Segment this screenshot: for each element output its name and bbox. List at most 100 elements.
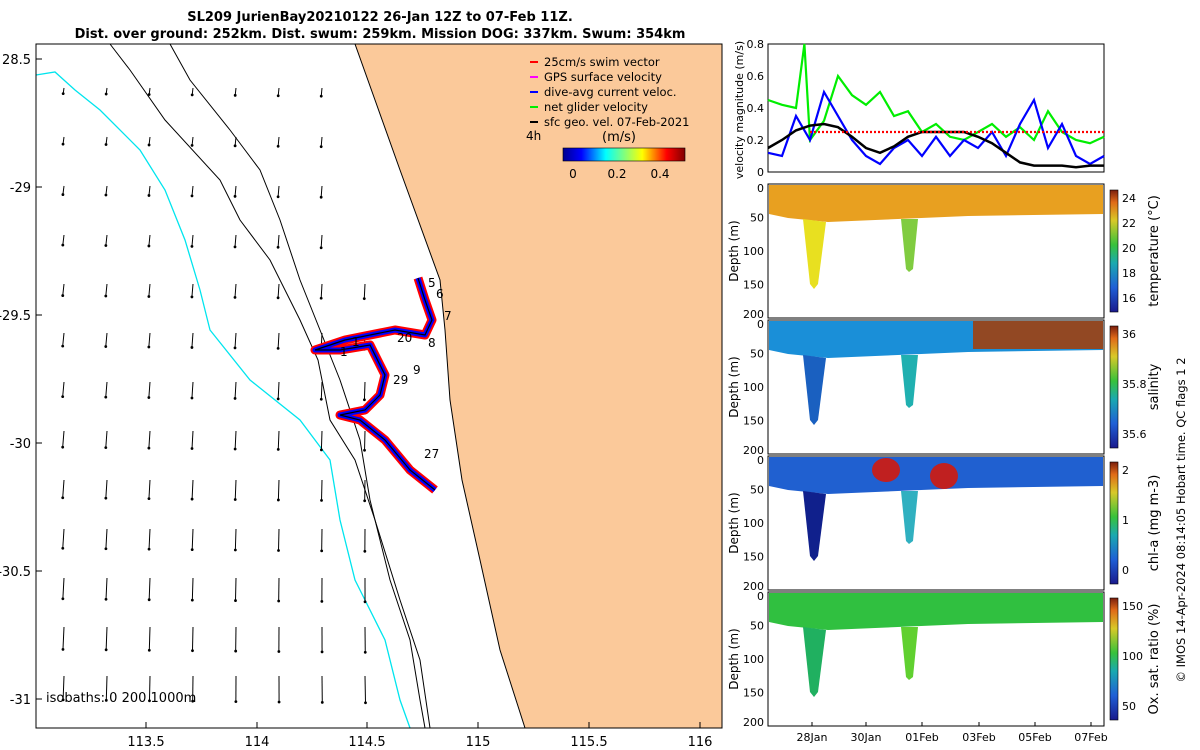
velocity-arrowhead	[190, 598, 194, 602]
colorbar-tick-label: 35.8	[1122, 378, 1147, 391]
velocity-y-tick: 0.4	[747, 102, 765, 115]
velocity-arrow	[320, 136, 323, 147]
depth-tick: 50	[750, 620, 764, 633]
colorbar-tick-label: 100	[1122, 650, 1143, 663]
velocity-arrowhead	[104, 143, 108, 146]
y-tick-label: -30	[10, 437, 31, 452]
heatmap-chl-max	[872, 458, 900, 482]
colorbar-label: Ox. sat. ratio (%)	[1147, 604, 1162, 715]
velocity-arrowhead	[147, 194, 151, 197]
y-tick-label: -31	[10, 693, 31, 708]
depth-tick: 0	[757, 182, 764, 195]
velocity-arrow	[234, 528, 237, 551]
velocity-arrowhead	[61, 294, 65, 297]
colorbar-title: (m/s)	[602, 130, 636, 145]
velocity-arrowhead	[362, 297, 366, 301]
x-tick-label: 114	[245, 735, 270, 750]
time-tick-label: 07Feb	[1074, 731, 1107, 744]
velocity-arrow	[105, 430, 108, 448]
velocity-arrowhead	[104, 244, 108, 247]
velocity-arrow	[148, 381, 151, 398]
velocity-arrow	[105, 332, 108, 347]
depth-tick: 150	[743, 279, 764, 292]
velocity-arrow	[148, 528, 151, 550]
velocity-panel-frame	[767, 43, 1105, 173]
velocity-arrowhead	[233, 245, 237, 249]
velocity-arrow	[105, 675, 108, 701]
velocity-arrowhead	[320, 700, 324, 704]
chart-title-line1: SL209 JurienBay20210122 26-Jan 12Z to 07…	[187, 10, 573, 25]
velocity-arrow	[277, 185, 280, 197]
velocity-arrow	[62, 577, 65, 599]
depth-tick: 200	[743, 444, 764, 457]
heatmap-deep-dive	[901, 491, 918, 544]
velocity-arrowhead	[320, 650, 324, 654]
velocity-arrowhead	[276, 245, 280, 249]
velocity-arrowhead	[233, 93, 237, 97]
velocity-arrowhead	[190, 194, 194, 198]
velocity-arrow	[148, 332, 151, 348]
x-tick-label: 115	[466, 735, 491, 750]
colorbar-tick-label: 35.6	[1122, 428, 1147, 441]
velocity-arrow	[277, 332, 280, 349]
velocity-arrow	[234, 479, 237, 500]
day-label: 7	[444, 309, 452, 323]
day-label: 5	[428, 276, 436, 290]
velocity-arrowhead	[61, 243, 65, 247]
velocity-arrowhead	[147, 143, 151, 147]
velocity-arrow	[191, 381, 194, 399]
velocity-arrowhead	[363, 600, 367, 604]
velocity-arrowhead	[276, 94, 280, 98]
velocity-arrowhead	[61, 344, 65, 348]
colorbar-label: chl-a (mg m-3)	[1147, 475, 1162, 572]
velocity-arrowhead	[276, 498, 280, 502]
velocity-arrowhead	[319, 448, 323, 452]
velocity-arrowhead	[147, 93, 151, 96]
velocity-arrowhead	[104, 597, 108, 601]
colorbar-tick-label: 50	[1122, 700, 1136, 713]
velocity-arrowhead	[277, 549, 280, 552]
velocity-arrowhead	[276, 296, 280, 300]
velocity-arrowhead	[104, 698, 108, 702]
velocity-arrow	[62, 381, 65, 397]
velocity-series-line	[767, 89, 1105, 166]
velocity-arrowhead	[320, 498, 323, 502]
velocity-arrow	[62, 528, 65, 549]
velocity-arrow	[277, 234, 280, 248]
heatmap-deep-dive	[803, 219, 826, 289]
velocity-arrow	[191, 430, 194, 449]
velocity-series-line	[767, 43, 1105, 145]
velocity-arrowhead	[147, 345, 151, 349]
colorbar-tick-label: 24	[1122, 192, 1136, 205]
colorbar-tick: 0.4	[650, 167, 669, 181]
velocity-arrow	[191, 136, 194, 146]
heatmap-deep-dive	[803, 627, 826, 697]
velocity-arrowhead	[61, 92, 65, 96]
velocity-arrow	[148, 675, 151, 701]
velocity-arrow	[191, 577, 194, 601]
velocity-arrow	[62, 675, 65, 700]
velocity-arrow	[62, 479, 65, 498]
velocity-arrow	[105, 185, 108, 196]
depth-tick: 200	[743, 308, 764, 321]
velocity-arrowhead	[234, 649, 238, 653]
depth-tick: 100	[743, 517, 764, 530]
colorbar-label: temperature (°C)	[1147, 195, 1162, 307]
heatmap-colorbar	[1109, 189, 1119, 313]
velocity-arrowhead	[319, 296, 323, 300]
velocity-arrowhead	[233, 194, 237, 198]
velocity-arrowhead	[61, 647, 65, 651]
velocity-arrowhead	[233, 498, 237, 501]
isobath-200m	[109, 43, 431, 729]
velocity-arrow	[320, 381, 323, 400]
heatmap-deep-dive	[803, 355, 826, 425]
velocity-arrowhead	[61, 698, 65, 702]
x-tick-label: 114.5	[348, 735, 385, 750]
velocity-arrow	[191, 332, 194, 348]
legend-label: GPS surface velocity	[544, 70, 662, 84]
velocity-arrowhead	[147, 396, 151, 399]
velocity-arrow	[105, 479, 108, 499]
velocity-arrowhead	[104, 648, 108, 652]
velocity-arrowhead	[233, 548, 237, 552]
heatmap-salinity-high	[973, 321, 1103, 349]
